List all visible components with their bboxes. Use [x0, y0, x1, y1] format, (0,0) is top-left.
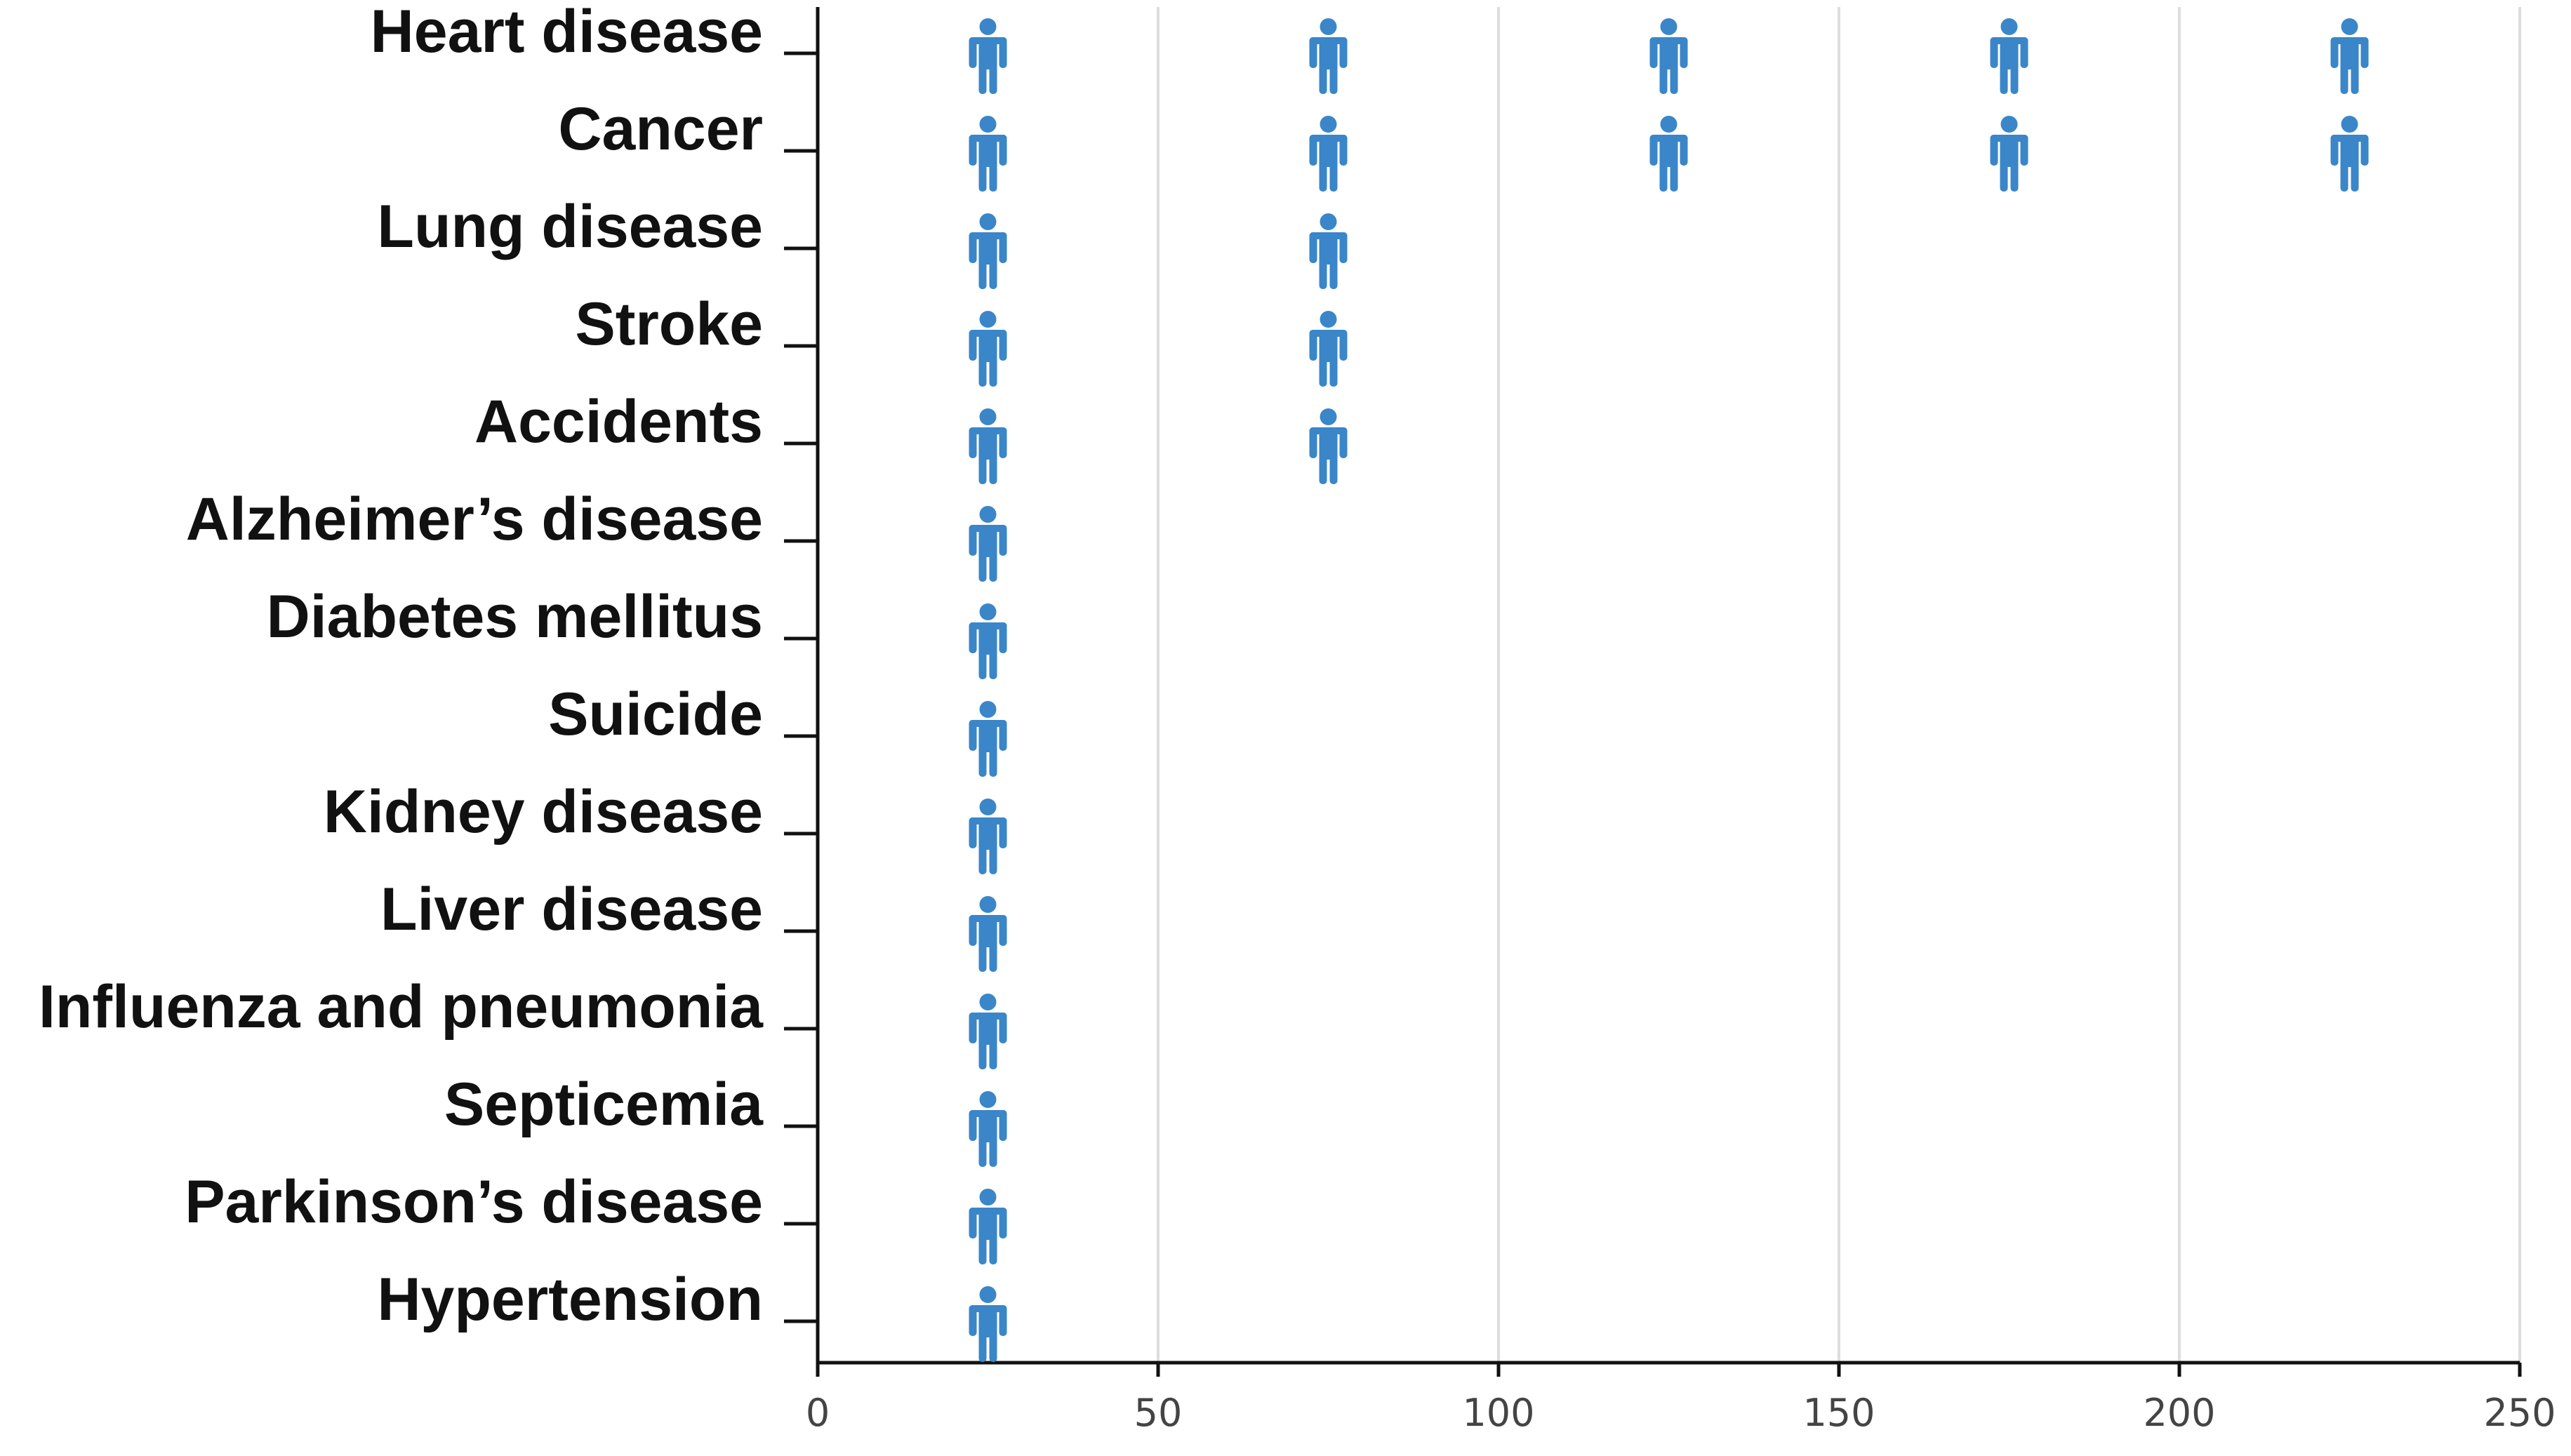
person-icon	[969, 994, 1007, 1069]
category-label-influenza-and-pneumonia: Influenza and pneumonia	[39, 973, 764, 1041]
category-label-septicemia: Septicemia	[444, 1071, 764, 1138]
person-icon	[969, 701, 1007, 777]
person-icon	[1309, 311, 1348, 387]
category-label-kidney-disease: Kidney disease	[324, 778, 763, 846]
person-icon	[969, 1189, 1007, 1264]
category-label-stroke: Stroke	[575, 290, 763, 358]
person-icon	[2330, 116, 2369, 192]
person-icon	[1309, 408, 1348, 484]
grid-layer	[1157, 7, 2521, 1363]
x-tick-label-200: 200	[2143, 1391, 2215, 1435]
x-tick-label-0: 0	[806, 1391, 830, 1435]
person-icon	[1309, 18, 1348, 94]
person-icon	[1990, 18, 2028, 94]
person-icon	[969, 506, 1007, 582]
person-icon	[1309, 116, 1348, 192]
person-icon	[969, 603, 1007, 679]
person-icon	[969, 1286, 1007, 1362]
person-icon	[1990, 116, 2028, 192]
person-icon	[1649, 18, 1688, 94]
x-tick-label-150: 150	[1802, 1391, 1875, 1435]
category-label-liver-disease: Liver disease	[380, 876, 763, 943]
x-tick-label-50: 50	[1134, 1391, 1183, 1435]
x-tick-label-100: 100	[1462, 1391, 1534, 1435]
person-icon	[969, 1091, 1007, 1167]
category-label-parkinson-s-disease: Parkinson’s disease	[185, 1168, 763, 1236]
person-icon	[1309, 213, 1348, 289]
person-icon	[969, 18, 1007, 94]
person-icon	[969, 311, 1007, 387]
person-icon	[969, 408, 1007, 484]
category-label-lung-disease: Lung disease	[377, 193, 763, 260]
person-icon	[969, 799, 1007, 874]
category-label-cancer: Cancer	[558, 95, 763, 163]
icon-layer	[969, 18, 2369, 1362]
category-label-diabetes-mellitus: Diabetes mellitus	[267, 583, 763, 650]
axis-layer: 0 50 100 150 200 250	[784, 7, 2556, 1435]
category-label-heart-disease: Heart disease	[371, 0, 763, 65]
person-icon	[1649, 116, 1688, 192]
x-tick-label-250: 250	[2483, 1391, 2556, 1435]
category-label-layer: Heart disease Cancer Lung disease Stroke Acc…	[39, 0, 764, 1333]
person-icon	[969, 896, 1007, 972]
person-icon	[2330, 18, 2369, 94]
category-label-suicide: Suicide	[548, 681, 763, 748]
category-label-hypertension: Hypertension	[377, 1266, 763, 1333]
person-icon	[969, 116, 1007, 192]
person-icon	[969, 213, 1007, 289]
category-label-alzheimer-s-disease: Alzheimer’s disease	[186, 486, 763, 553]
category-label-accidents: Accidents	[474, 388, 763, 455]
